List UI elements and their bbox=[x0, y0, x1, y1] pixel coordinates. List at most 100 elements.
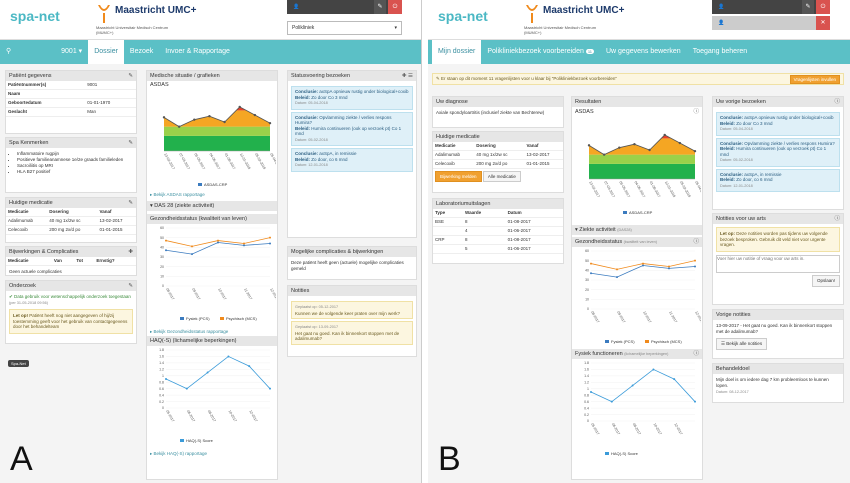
mogelijke-text: Deze patiënt heeft geen (actuele) mogeli… bbox=[291, 260, 404, 271]
tab-gegevens[interactable]: Uw gegevens bewerken bbox=[605, 48, 681, 55]
y-tick-label: 20 bbox=[585, 288, 589, 292]
series-point bbox=[694, 265, 696, 268]
x-tick-label: 10-2017 bbox=[642, 311, 652, 324]
visit-item[interactable]: Conclusie: Opvlamming ziekte / verlies r… bbox=[716, 137, 840, 167]
info-icon[interactable]: ⓘ bbox=[834, 216, 840, 222]
legend-swatch bbox=[180, 439, 184, 442]
note-text: Het gaat nu goed. Kan ik binnenkort stop… bbox=[295, 330, 400, 342]
datum: Datum: 12-01-2018 bbox=[720, 183, 753, 188]
tab-invoer[interactable]: Invoer & Rapportage bbox=[165, 48, 230, 55]
y-tick-label: 0.2 bbox=[584, 413, 589, 417]
report-side-effect-button[interactable]: Bijwerking melden bbox=[435, 171, 482, 182]
spanet-logo[interactable]: spa-net bbox=[10, 8, 60, 24]
info-icon[interactable]: ⓘ bbox=[693, 239, 699, 245]
pencil-icon[interactable]: ✎ bbox=[128, 200, 133, 206]
legend-label: HAQ(-S) Score bbox=[186, 438, 214, 443]
x-tick-label: 05-2017 bbox=[590, 423, 600, 436]
onderzoek-warning: Let op! Patiënt heeft nog niet aangegeve… bbox=[9, 309, 133, 334]
visit-item[interactable]: Conclusie: axSpA, in remissie Beleid: Zo … bbox=[716, 168, 840, 192]
x-tick-label: 05-04-2018 bbox=[694, 181, 701, 199]
tab-mijn-dossier[interactable]: Mijn dossier bbox=[432, 40, 482, 64]
asdas-link[interactable]: ▸ Bekijk ASDAS rapportage bbox=[150, 192, 205, 197]
lab-title: Laboratoriumuitslagen bbox=[436, 201, 491, 207]
pencil-icon[interactable]: ✎ bbox=[128, 140, 133, 146]
asdas-mask bbox=[589, 121, 695, 155]
location-select[interactable]: Polikliniek ▾ bbox=[287, 21, 402, 35]
pencil-icon[interactable]: ✎ bbox=[128, 73, 133, 79]
consent-text: Data gebruik voor wetenschappelijk onder… bbox=[14, 294, 131, 299]
legend-label: HAQ(-S) Score bbox=[611, 451, 639, 456]
save-button[interactable]: Opslaan! bbox=[811, 274, 840, 287]
status-item[interactable]: Conclusie: Opvlamming ziekte / verlies r… bbox=[291, 111, 413, 146]
medsit-title: Medische situatie / grafieken bbox=[150, 73, 220, 79]
y-tick-label: 0.6 bbox=[159, 387, 164, 391]
list-item: Sacroiliitis op MRI bbox=[17, 163, 133, 169]
legend-swatch bbox=[605, 452, 609, 455]
logout-icon[interactable]: ⏻ bbox=[388, 0, 402, 14]
x-tick-label: 01-08-2017 bbox=[649, 181, 661, 199]
col-header: Medicatie bbox=[6, 208, 48, 217]
ziekte-header[interactable]: ▾ Ziekte activiteit (DAS28) bbox=[572, 225, 702, 235]
onderzoek-card: Onderzoek ✎ ✔ Data gebruik voor wetenscha… bbox=[5, 280, 137, 344]
all-medication-button[interactable]: Alle medicatie bbox=[482, 171, 521, 182]
value: 9001 bbox=[85, 81, 136, 90]
x-tick-label: 05-02-2018 bbox=[679, 181, 691, 199]
x-tick-label: 11-2017 bbox=[668, 311, 678, 324]
tab-polikliniek[interactable]: Polikliniekbezoek voorbereiden 11 bbox=[481, 40, 600, 64]
series-point bbox=[590, 272, 592, 275]
x-tick-label: 04-06-2017 bbox=[634, 181, 646, 199]
vorige-card: Uw vorige bezoeken ⓘ Conclusie: axSpA opn… bbox=[712, 96, 844, 210]
fill-questionnaires-button[interactable]: Vragenlijsten invullen bbox=[789, 75, 840, 84]
logout-icon[interactable]: ⏻ bbox=[816, 0, 830, 14]
value bbox=[85, 89, 136, 99]
status-item[interactable]: Conclusie: axSpA opnieuw rustig onder bi… bbox=[291, 86, 413, 110]
cell: 8 bbox=[463, 235, 506, 245]
pencil-icon[interactable]: ✎ bbox=[128, 283, 133, 289]
user-box[interactable]: 👤 ✎ ⏻ bbox=[287, 0, 402, 14]
panel-b: spa-net Maastricht UMC+ Maastricht Unive… bbox=[428, 0, 850, 483]
y-tick-label: 60 bbox=[160, 226, 164, 230]
spanet-logo[interactable]: spa-net bbox=[438, 8, 488, 24]
x-tick-label: 05-2017 bbox=[165, 410, 175, 423]
plus-icon[interactable]: ✚ ☰ bbox=[401, 73, 413, 79]
tab-dossier[interactable]: Dossier bbox=[88, 40, 124, 64]
visit-item[interactable]: Conclusie: axSpA opnieuw rustig onder bi… bbox=[716, 112, 840, 136]
x-tick-label: 04-06-2017 bbox=[209, 153, 221, 171]
asdas-point bbox=[693, 149, 697, 153]
tab-toegang[interactable]: Toegang beheren bbox=[692, 48, 748, 55]
mogelijke-card: Mogelijke complicaties & bijwerkingen De… bbox=[287, 246, 417, 280]
series-point bbox=[269, 236, 271, 239]
patient-selector[interactable]: 9001 ▾ bbox=[61, 48, 83, 55]
edit-icon[interactable]: ✎ bbox=[802, 0, 814, 14]
series-point bbox=[217, 239, 219, 242]
all-notes-button[interactable]: ☰ Bekijk alle notities bbox=[716, 338, 768, 350]
note-input[interactable] bbox=[716, 254, 840, 273]
info-icon[interactable]: ⓘ bbox=[834, 99, 840, 105]
legend-swatch bbox=[623, 211, 627, 214]
conclusie: axSpA opnieuw rustig onder biological+co… bbox=[319, 89, 409, 94]
series-point bbox=[227, 355, 230, 358]
edit-icon[interactable]: ✎ bbox=[374, 0, 386, 14]
cell: 01-08-2017 bbox=[505, 235, 563, 245]
y-tick-label: 50 bbox=[585, 259, 589, 263]
close-icon[interactable]: ✕ bbox=[816, 16, 830, 30]
user-box[interactable]: 👤 ✎ ⏻ bbox=[712, 0, 830, 14]
gez-link[interactable]: ▸ Bekijk Gezondheidsstatus rapportage bbox=[150, 329, 229, 334]
user-box-2[interactable]: 👤 ✕ bbox=[712, 16, 830, 30]
asdas-line bbox=[588, 134, 696, 156]
y-tick-label: 0 bbox=[162, 406, 164, 410]
info-icon[interactable]: ⓘ bbox=[693, 109, 699, 115]
series-point bbox=[185, 387, 188, 390]
das-header[interactable]: ▾ DAS 28 (ziekte activiteit) bbox=[147, 201, 277, 211]
info-icon[interactable]: ⓘ bbox=[693, 351, 699, 357]
legend-label: ASDAS-CRP bbox=[629, 210, 653, 215]
tab-bezoek[interactable]: Bezoek bbox=[129, 48, 154, 55]
search-icon[interactable]: ⚲ bbox=[6, 48, 12, 55]
prev-note-text: 13-09-2017 - Het gaat nu goed. Kan ik bi… bbox=[716, 323, 833, 334]
haq-link[interactable]: ▸ Bekijk HAQ(-S) rapportage bbox=[150, 451, 208, 456]
series-point bbox=[616, 276, 618, 279]
x-tick-label: 12-2017 bbox=[269, 288, 276, 301]
status-item[interactable]: Conclusie: axSpA, in remissie Beleid: Zo … bbox=[291, 148, 413, 172]
plus-icon[interactable]: ✚ bbox=[128, 249, 133, 255]
conclusie: axSpA opnieuw rustig onder biological+co… bbox=[744, 115, 834, 120]
